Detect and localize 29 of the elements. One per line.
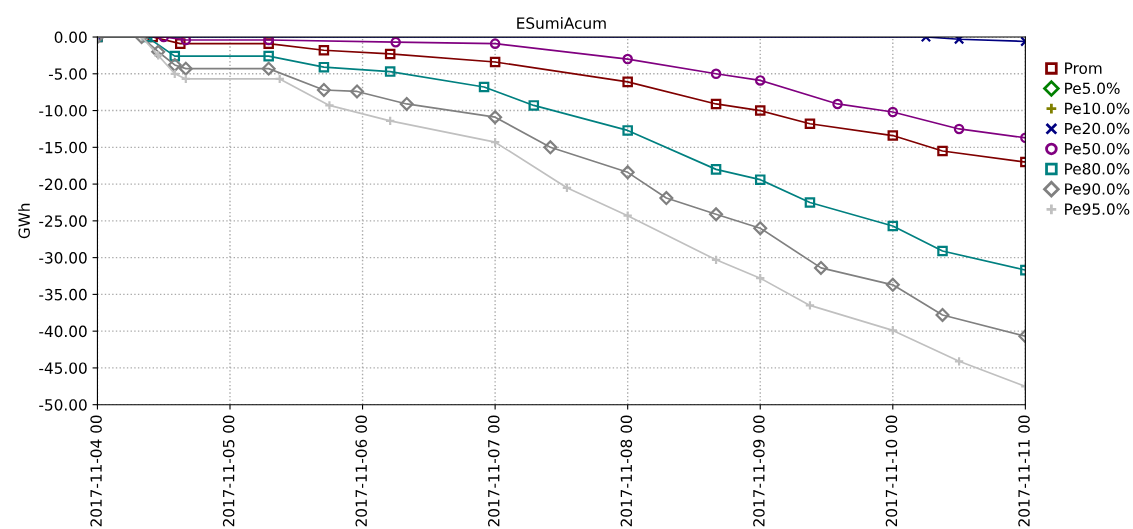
- x-tick-label: 2017-11-09 00: [753, 415, 765, 527]
- y-tick-label: 0.00: [54, 31, 87, 44]
- y-tick-label: -15.00: [39, 141, 87, 154]
- x-tick-label: 2017-11-05 00: [222, 415, 235, 527]
- legend-label: Pe10.0%: [1065, 102, 1130, 115]
- y-tick-label: -5.00: [48, 68, 87, 80]
- legend-label: Pe20.0%: [1065, 122, 1130, 135]
- x-tick-label: 2017-11-07 00: [488, 415, 500, 527]
- chart-title: ESumiAcum: [517, 17, 606, 29]
- x-tick-label: 2017-11-08 00: [620, 415, 633, 527]
- y-tick-label: -20.00: [39, 178, 87, 191]
- legend-label: Pe80.0%: [1065, 163, 1130, 175]
- x-tick-label: 2017-11-06 00: [355, 415, 367, 527]
- y-tick-label: -10.00: [39, 105, 87, 117]
- y-axis-title: GWh: [18, 203, 30, 239]
- legend-label: Pe95.0%: [1065, 203, 1130, 215]
- y-tick-label: -35.00: [39, 288, 87, 301]
- x-tick-label: 2017-11-11 00: [1018, 415, 1030, 527]
- y-tick-label: -40.00: [39, 325, 87, 338]
- y-tick-label: -50.00: [39, 399, 87, 411]
- x-tick-label: 2017-11-04 00: [90, 415, 102, 527]
- legend-label: Pe5.0%: [1065, 82, 1120, 95]
- y-tick-label: -45.00: [39, 362, 87, 374]
- legend-label: Pe90.0%: [1065, 183, 1130, 195]
- legend-label: Pe50.0%: [1065, 142, 1130, 155]
- x-tick-label: 2017-11-10 00: [885, 415, 898, 527]
- y-tick-label: -30.00: [39, 252, 87, 264]
- legend-label: Prom: [1065, 62, 1102, 74]
- y-tick-label: -25.00: [39, 215, 87, 227]
